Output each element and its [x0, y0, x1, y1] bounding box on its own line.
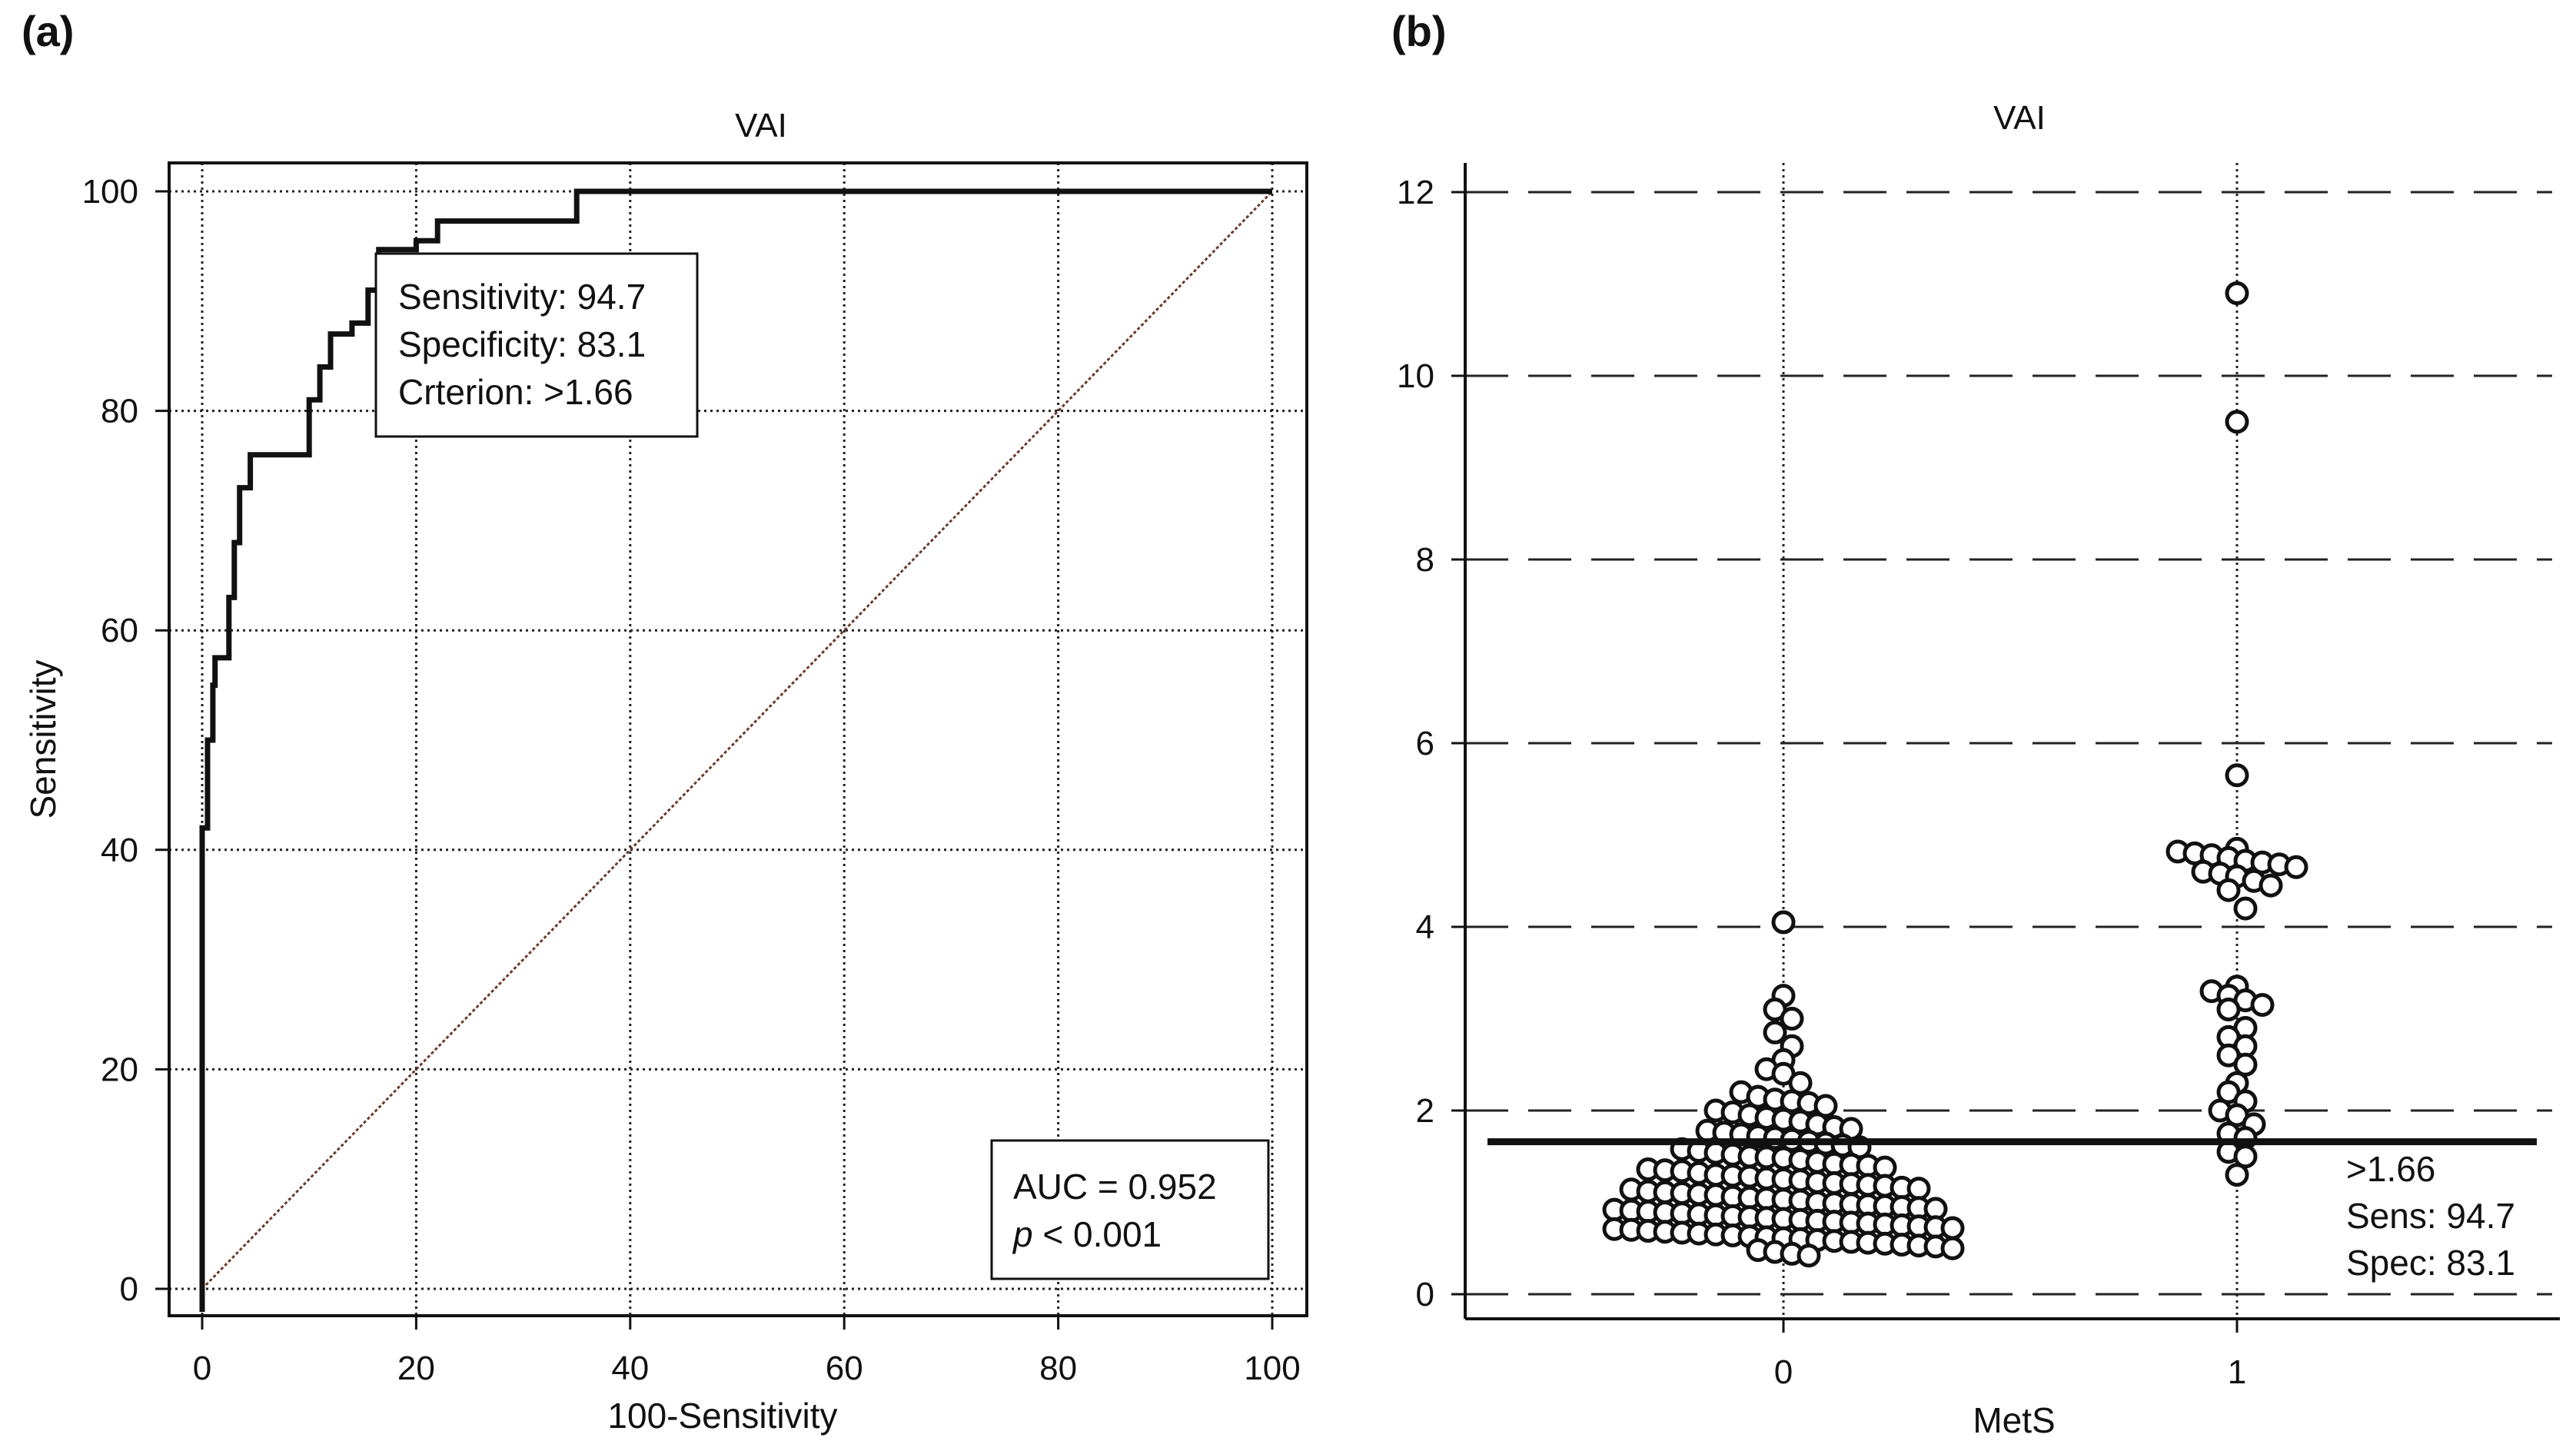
panel-letter-a: (a): [22, 7, 74, 55]
p-value-rest: < 0.001: [1033, 1214, 1162, 1254]
dotplot-x-tick-label: 0: [1774, 1353, 1793, 1391]
roc-y-tick-label: 20: [101, 1051, 138, 1088]
dotplot-point: [2225, 1163, 2249, 1187]
dotplot-y-tick-label: 4: [1416, 908, 1434, 946]
p-value-text: p < 0.001: [1012, 1214, 1162, 1254]
dotplot-y-tick-label: 0: [1416, 1276, 1434, 1313]
criterion-sensitivity-text: Sensitivity: 94.7: [398, 277, 646, 317]
roc-x-tick-label: 40: [611, 1350, 649, 1387]
dotplot-point: [2225, 281, 2249, 305]
dotplot-chart-title: VAI: [1993, 99, 2046, 137]
criterion-annotation-box: Sensitivity: 94.7 Specificity: 83.1 Crte…: [374, 252, 699, 438]
roc-x-tick-label: 60: [826, 1350, 863, 1387]
dotplot-point: [1940, 1236, 1965, 1260]
dotplot-y-tick-label: 8: [1416, 541, 1434, 579]
roc-x-tick-label: 20: [397, 1350, 435, 1387]
dotplot-y-tick-label: 6: [1416, 725, 1434, 762]
dotplot-point: [1797, 1243, 1821, 1268]
dotplot-point: [2216, 878, 2241, 902]
dotplot-point: [2225, 763, 2249, 788]
dotplot-y-tick-label: 2: [1416, 1092, 1434, 1130]
dotplot-point: [1763, 1020, 1787, 1044]
p-value-symbol: p: [1012, 1214, 1033, 1254]
dotplot-points: [1602, 281, 2308, 1268]
dotplot-point: [2250, 993, 2275, 1018]
roc-y-axis-label: Sensitivity: [23, 659, 63, 818]
roc-x-tick-label: 0: [193, 1350, 211, 1387]
panel-b: (b) VAI 0 2 4 6 8 10 12 0 1 >1.66 Sens: 94.7 Spe…: [1391, 7, 2560, 1440]
roc-y-tick-label: 40: [101, 832, 138, 869]
panel-a: (a) VAI 0 20 40 60 80 100 0 20 40 60 80 100 100-Sen…: [22, 7, 1308, 1436]
roc-y-tick-label: 0: [120, 1270, 138, 1308]
roc-x-tick-label: 80: [1039, 1350, 1077, 1387]
roc-y-tick-label: 100: [82, 173, 138, 211]
cutoff-criterion-label: >1.66: [2346, 1149, 2435, 1189]
dotplot-x-axis-label: MetS: [1973, 1400, 2055, 1440]
roc-y-tick-label: 60: [101, 612, 138, 649]
dotplot-point: [2284, 855, 2308, 879]
panel-letter-b: (b): [1391, 7, 1447, 55]
roc-chart-title: VAI: [735, 107, 787, 144]
roc-reference-diagonal: [201, 190, 1274, 1290]
auc-value-text: AUC = 0.952: [1013, 1167, 1217, 1207]
roc-x-axis-label: 100-Sensitivity: [607, 1396, 837, 1436]
dotplot-y-tick-label: 10: [1397, 357, 1434, 395]
dotplot-point: [1771, 910, 1796, 935]
dotplot-point: [2233, 896, 2258, 921]
criterion-threshold-text: Crterion: >1.66: [398, 372, 633, 412]
dotplot-point: [1906, 1177, 1931, 1201]
dotplot-point: [2216, 998, 2241, 1021]
criterion-specificity-text: Specificity: 83.1: [398, 324, 646, 364]
dotplot-point: [1780, 1007, 1804, 1031]
roc-plot-frame: [168, 161, 1308, 1317]
auc-annotation-box: AUC = 0.952 p < 0.001: [990, 1139, 1270, 1280]
dotplot-point: [1940, 1216, 1965, 1240]
roc-axis-ticks: 0 20 40 60 80 100 0 20 40 60 80 100: [82, 173, 1301, 1387]
dotplot-point: [2259, 873, 2283, 898]
dotplot-point: [2225, 410, 2249, 434]
dotplot-y-tick-label: 12: [1397, 174, 1434, 211]
cutoff-sensitivity-label: Sens: 94.7: [2346, 1196, 2515, 1236]
cutoff-specificity-label: Spec: 83.1: [2346, 1243, 2515, 1283]
dotplot-gridlines: [1465, 163, 2552, 1319]
roc-x-tick-label: 100: [1244, 1350, 1300, 1387]
roc-y-tick-label: 80: [101, 393, 138, 430]
roc-curve-line: [199, 188, 1272, 1312]
dotplot-x-tick-label: 1: [2228, 1353, 2246, 1391]
dotplot-axis-ticks: 0 2 4 6 8 10 12 0 1: [1397, 174, 2246, 1391]
